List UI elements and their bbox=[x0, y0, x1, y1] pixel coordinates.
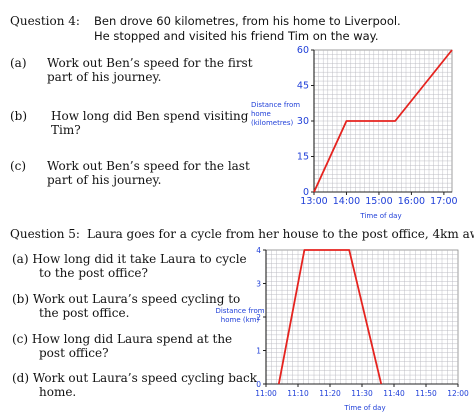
x-tick-label: 12:00 bbox=[447, 389, 469, 398]
y-tick-label: 1 bbox=[256, 347, 261, 356]
q4b-label: (b) bbox=[10, 109, 28, 123]
q5a-line2: to the post office? bbox=[39, 266, 148, 280]
q5d-line1: (d) Work out Laura’s speed cycling back bbox=[12, 371, 258, 385]
y-tick-label: 15 bbox=[297, 152, 309, 163]
x-axis-label: Time of day bbox=[343, 404, 385, 412]
q4c-label: (c) bbox=[10, 159, 27, 173]
x-tick-label: 11:50 bbox=[415, 389, 437, 398]
x-tick-label: 11:00 bbox=[255, 389, 277, 398]
q4a-label: (a) bbox=[10, 56, 27, 70]
x-tick-label: 13:00 bbox=[300, 196, 327, 207]
y-tick-label: 4 bbox=[256, 246, 261, 255]
q4a-line1: Work out Ben’s speed for the first bbox=[47, 56, 253, 70]
q5c-line2: post office? bbox=[39, 346, 109, 360]
series-line bbox=[277, 249, 383, 385]
x-tick-label: 11:20 bbox=[319, 389, 341, 398]
x-tick-label: 16:00 bbox=[398, 196, 425, 207]
q5a-line1: (a) How long did it take Laura to cycle bbox=[12, 252, 247, 266]
q4-label: Question 4: bbox=[10, 14, 80, 28]
y-tick-label: 3 bbox=[256, 280, 261, 289]
y-axis-label-line: home bbox=[251, 110, 271, 118]
x-tick-label: 11:30 bbox=[351, 389, 373, 398]
q5b-line1: (b) Work out Laura’s speed cycling to bbox=[12, 292, 241, 306]
y-axis-label-line: home (km) bbox=[221, 316, 260, 324]
y-tick-label: 2 bbox=[256, 313, 261, 322]
q4c-line2: part of his journey. bbox=[47, 173, 162, 187]
y-axis-label-line: Distance from bbox=[215, 307, 264, 315]
q5d-line2: home. bbox=[39, 385, 77, 399]
q5c-line1: (c) How long did Laura spend at the bbox=[12, 332, 233, 346]
q4a-line2: part of his journey. bbox=[47, 70, 162, 84]
y-axis-label-line: (kilometres) bbox=[251, 119, 294, 127]
x-axis-label: Time of day bbox=[359, 212, 401, 220]
plot-area bbox=[265, 249, 459, 385]
q4-intro-line1: Ben drove 60 kilometres, from his home t… bbox=[94, 14, 401, 28]
y-tick-label: 30 bbox=[297, 116, 309, 127]
y-axis-label-line: Distance from bbox=[251, 101, 300, 109]
q5-label: Question 5: bbox=[10, 227, 80, 241]
x-tick-label: 11:40 bbox=[383, 389, 405, 398]
series-line bbox=[313, 49, 453, 193]
y-tick-label: 60 bbox=[297, 45, 309, 56]
q4c-line1: Work out Ben’s speed for the last bbox=[47, 159, 250, 173]
x-tick-label: 14:00 bbox=[333, 196, 360, 207]
y-tick-label: 45 bbox=[297, 81, 309, 92]
q5b-line2: the post office. bbox=[39, 306, 130, 320]
q4-intro-line2: He stopped and visited his friend Tim on… bbox=[94, 29, 379, 43]
q4b-line2: Tim? bbox=[51, 123, 81, 137]
x-tick-label: 17:00 bbox=[430, 196, 457, 207]
x-tick-label: 15:00 bbox=[365, 196, 392, 207]
y-tick-label: 0 bbox=[303, 187, 309, 198]
plot-area bbox=[313, 49, 453, 193]
q5-intro-line1: Laura goes for a cycle from her house to… bbox=[87, 227, 474, 241]
x-tick-label: 11:10 bbox=[287, 389, 309, 398]
q4b-line1: How long did Ben spend visiting bbox=[51, 109, 249, 123]
